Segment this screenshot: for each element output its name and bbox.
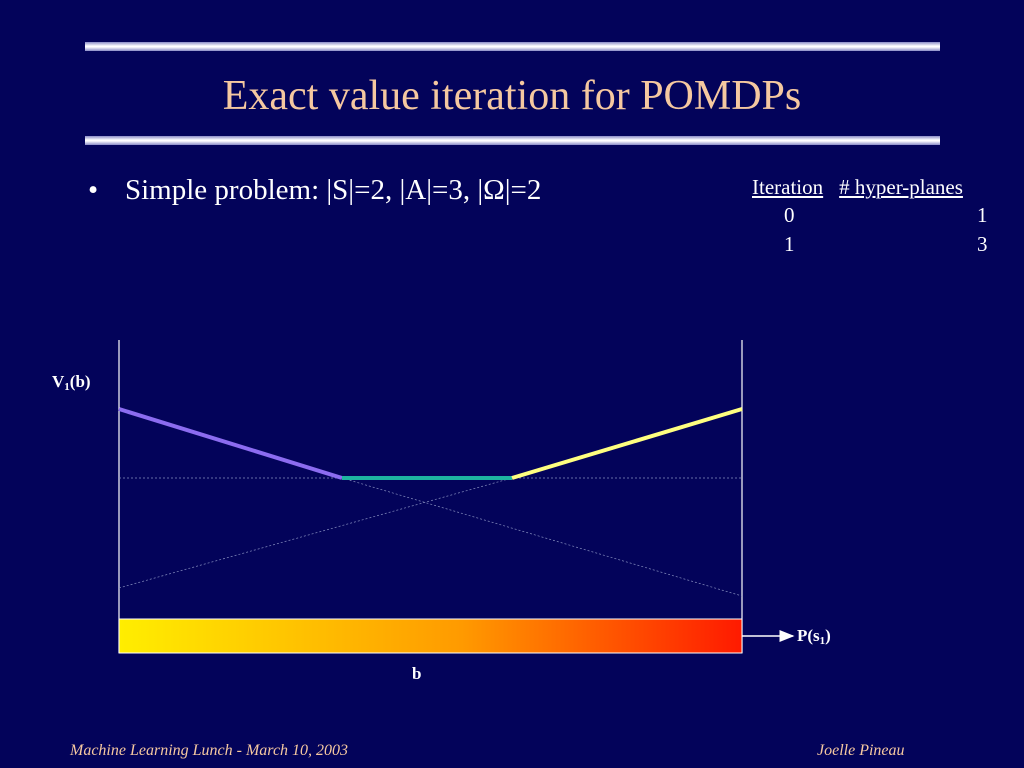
table-header: Iteration # hyper-planes: [752, 173, 963, 201]
iteration-table: Iteration # hyper-planes 0 1 1 3: [752, 173, 988, 259]
title-rule-top: [85, 42, 940, 51]
table-cell-count: 1: [977, 203, 988, 227]
bullet-text: Simple problem: |S|=2, |A|=3, |Ω|=2: [125, 174, 542, 206]
x-axis-label: P(s1): [797, 626, 831, 647]
belief-label: b: [412, 664, 422, 683]
y-axis-label: V1(b): [52, 372, 91, 393]
hyperplane-increasing: [511, 407, 743, 480]
header-iteration: Iteration: [752, 175, 824, 199]
table-cell-count: 3: [977, 232, 988, 256]
belief-gradient-bar: [118, 618, 743, 654]
bullet-item: • Simple problem: |S|=2, |A|=3, |Ω|=2: [88, 170, 541, 210]
table-row: 1 3: [752, 230, 988, 259]
bullet-marker: •: [88, 174, 99, 206]
footer-author: Joelle Pineau: [817, 742, 905, 759]
table-cell-iteration: 0: [784, 203, 795, 227]
hyperplane-decreasing: [118, 407, 343, 480]
table-row: 0 1: [752, 201, 988, 230]
hyperplane-increasing-extension: [118, 477, 513, 589]
title-rule-bottom: [85, 136, 940, 145]
table-cell-iteration: 1: [784, 232, 795, 256]
footer-event: Machine Learning Lunch - March 10, 2003: [70, 742, 349, 759]
hyperplane-decreasing-extension: [341, 477, 743, 597]
header-hyper-planes: # hyper-planes: [839, 175, 963, 199]
slide-title: Exact value iteration for POMDPs: [222, 73, 802, 119]
